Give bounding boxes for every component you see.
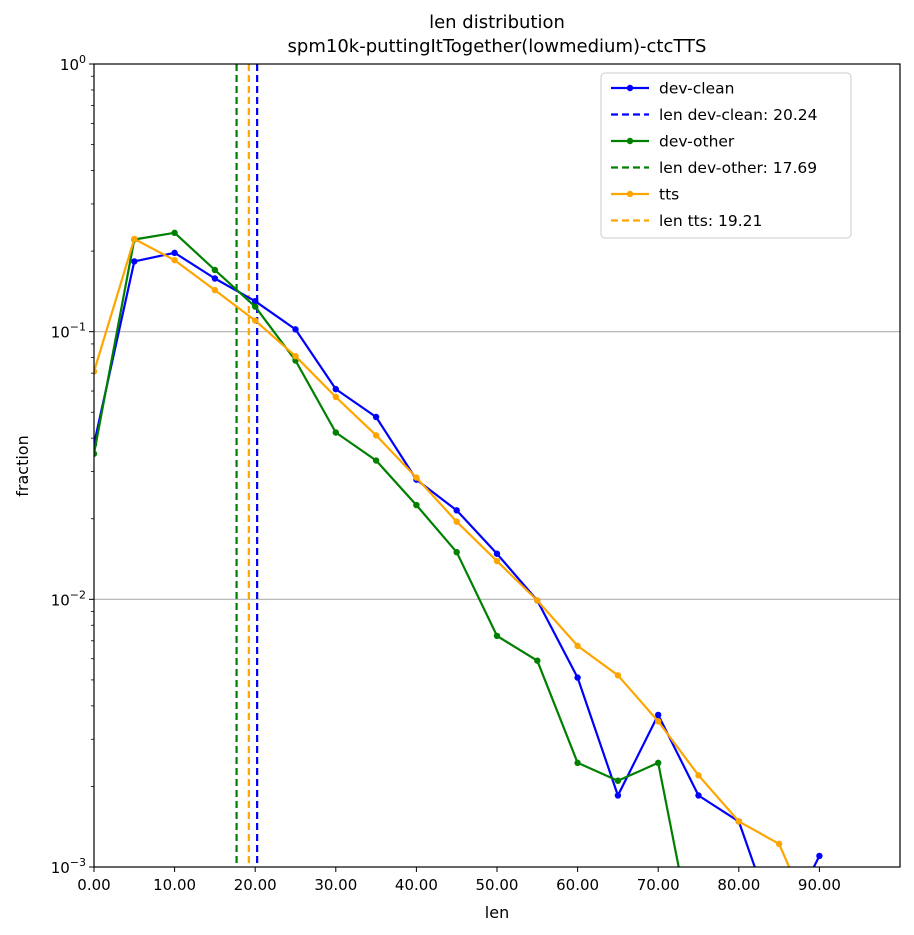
point-tts: [413, 474, 420, 481]
point-dev-clean: [655, 711, 662, 719]
point-dev-clean: [574, 674, 581, 681]
y-tick-label: 10−2: [51, 588, 86, 609]
x-tick-label: 40.00: [395, 876, 438, 894]
point-dev-other: [453, 548, 460, 556]
point-dev-other: [171, 229, 178, 237]
x-tick-label: 60.00: [556, 876, 599, 894]
x-tick-label: 30.00: [314, 876, 357, 894]
legend-label: tts: [659, 186, 679, 204]
point-tts: [534, 597, 541, 604]
point-tts: [453, 518, 460, 525]
y-axis: 100 10−1 10−2 10−3: [51, 53, 94, 877]
point-dev-clean: [372, 413, 380, 421]
point-dev-clean: [171, 249, 178, 257]
point-dev-clean: [493, 550, 501, 557]
point-dev-other: [211, 266, 219, 274]
point-tts: [372, 432, 380, 439]
point-dev-other: [413, 501, 420, 509]
point-tts: [574, 642, 581, 650]
x-tick-label: 0.00: [77, 876, 110, 894]
chart-title-line1: len distribution: [429, 12, 565, 33]
point-tts: [735, 818, 742, 825]
point-dev-clean: [816, 852, 823, 860]
point-dev-clean: [614, 792, 622, 799]
point-tts: [614, 672, 622, 679]
x-axis-label: len: [485, 903, 509, 922]
point-dev-clean: [131, 258, 138, 265]
point-dev-clean: [453, 507, 460, 514]
series-line-dev-clean: [94, 251, 821, 867]
point-tts: [94, 368, 98, 375]
point-tts: [695, 772, 702, 779]
series-line-dev-other: [94, 231, 680, 867]
point-dev-other: [493, 632, 501, 640]
legend-label: dev-clean: [659, 80, 734, 98]
legend-marker: [626, 137, 634, 145]
series-layer: [94, 229, 823, 867]
legend-box: [600, 72, 852, 239]
vline-layer: [235, 64, 259, 867]
point-dev-clean: [332, 385, 339, 393]
x-tick-label: 80.00: [717, 876, 760, 894]
point-dev-other: [252, 303, 259, 310]
point-tts: [775, 840, 783, 848]
y-tick-label: 100: [60, 53, 86, 74]
legend-marker: [626, 84, 634, 92]
point-tts: [655, 718, 662, 725]
x-tick-label: 90.00: [798, 876, 841, 894]
point-dev-other: [332, 429, 339, 436]
legend-label: len tts: 19.21: [659, 212, 762, 230]
point-dev-other: [372, 457, 380, 464]
point-dev-clean: [695, 792, 702, 799]
point-tts: [252, 317, 259, 324]
point-dev-clean: [252, 297, 259, 305]
legend-marker: [626, 190, 634, 198]
x-tick-label: 70.00: [637, 876, 680, 894]
x-axis: 0.00 10.00 20.00 30.00 40.00 50.00 60.00 70.00 8…: [77, 867, 841, 894]
y-tick-label: 10−1: [51, 321, 86, 342]
point-tts: [171, 256, 178, 264]
point-dev-clean: [211, 275, 219, 282]
point-tts: [493, 557, 501, 565]
point-tts: [292, 352, 299, 360]
x-tick-label: 20.00: [234, 876, 277, 894]
point-tts: [131, 235, 138, 243]
point-dev-other: [534, 657, 541, 664]
x-tick-label: 50.00: [476, 876, 519, 894]
x-tick-label: 10.00: [153, 876, 196, 894]
series-line-tts: [94, 237, 791, 867]
point-tts: [211, 286, 219, 294]
chart-title-line2: spm10k-puttingItTogether(lowmedium)-ctcT…: [288, 36, 707, 57]
point-dev-clean: [292, 326, 299, 333]
grid-layer: [94, 331, 900, 600]
y-axis-label: fraction: [13, 435, 32, 496]
legend: dev-clean len dev-clean: 20.24 dev-other le…: [600, 72, 852, 239]
point-dev-other: [574, 759, 581, 767]
legend-label: dev-other: [659, 133, 735, 151]
point-dev-other: [94, 450, 98, 457]
legend-label: len dev-clean: 20.24: [659, 106, 818, 124]
point-dev-other: [614, 777, 622, 784]
y-tick-label: 10−3: [51, 856, 86, 877]
point-dev-other: [655, 759, 662, 767]
legend-label: len dev-other: 17.69: [659, 159, 817, 177]
point-tts: [332, 393, 339, 401]
